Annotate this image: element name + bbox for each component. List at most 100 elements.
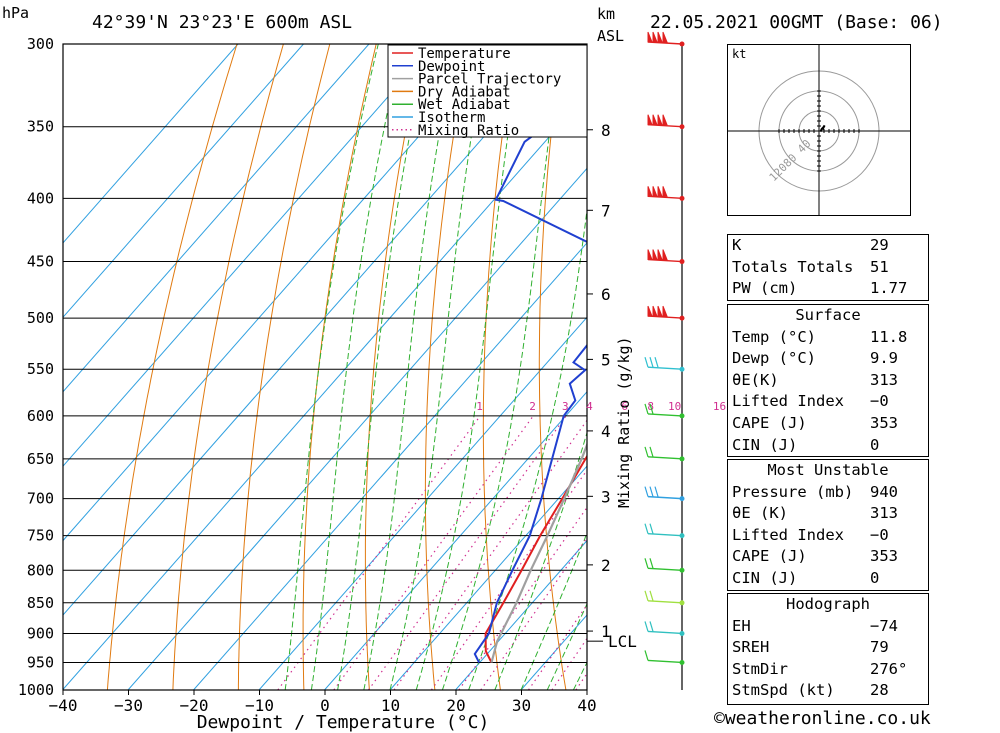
table-title: Hodograph (786, 595, 870, 613)
wind-barb (644, 621, 685, 636)
wind-barb-feather (644, 650, 649, 661)
datetime-title: 22.05.2021 00GMT (Base: 06) (650, 12, 943, 33)
row-value: 29 (870, 236, 889, 254)
table-row: K 29 (728, 235, 928, 257)
pressure-tick-label: 850 (27, 594, 54, 612)
pressure-tick-label: 550 (27, 360, 54, 378)
hodograph-ring-label: 40 (795, 137, 814, 156)
isotherm-line (63, 44, 435, 467)
table-row: Temp (°C) 11.8 (728, 327, 928, 349)
x-tick-label: −10 (245, 696, 274, 715)
row-value: 940 (870, 482, 898, 501)
indices-table: K 29 Totals Totals 51 PW (cm) 1.77 (727, 234, 929, 301)
table-row: EH −74 (728, 616, 928, 638)
isotherm-line (389, 465, 587, 690)
table-row: PW (cm) 1.77 (728, 278, 928, 300)
height-tick-label: 3 (601, 487, 611, 506)
row-value: −0 (870, 525, 889, 544)
height-tick-label: 6 (601, 285, 611, 304)
lcl-label: LCL (608, 632, 637, 651)
wind-barb-shaft (647, 567, 683, 571)
wind-barb-pennant (657, 31, 663, 43)
wind-barb-pennant (662, 249, 668, 261)
row-label: SREH (732, 638, 770, 657)
wind-barb-feather (644, 621, 649, 632)
pressure-tick-label: 400 (27, 189, 54, 207)
wind-barb-pennant (647, 114, 653, 126)
wind-barb-pennant (657, 186, 663, 197)
wind-barb (644, 446, 685, 462)
wind-barb-feather (649, 621, 654, 632)
pressure-tick-label: 700 (27, 490, 54, 508)
wind-barb-pennant (662, 114, 668, 126)
wind-barb (647, 305, 685, 321)
pressure-tick-label: 350 (27, 118, 54, 136)
table-row: SREH 79 (728, 637, 928, 659)
height-unit-km: km (597, 5, 616, 23)
axes: 1234681016202530035040045050055060065070… (18, 35, 771, 733)
wind-barb-pennant (652, 186, 658, 197)
wind-barb-pennant (652, 305, 658, 317)
row-value: 0 (870, 435, 880, 454)
legend-label: Mixing Ratio (418, 123, 519, 139)
row-label: CAPE (J) (732, 413, 807, 432)
pressure-tick-label: 300 (27, 35, 54, 53)
wet-adiabat-line (415, 44, 523, 690)
height-tick-label: 8 (601, 121, 611, 140)
row-value: 276° (870, 659, 908, 678)
table-row: CAPE (J) 353 (728, 413, 928, 435)
pressure-tick-label: 450 (27, 253, 54, 271)
location-title: 42°39'N 23°23'E 600m ASL (92, 12, 353, 33)
isotherm-line (63, 44, 370, 393)
pressure-tick-label: 750 (27, 527, 54, 545)
pressure-tick-label: 800 (27, 561, 54, 579)
row-label: CIN (J) (732, 435, 798, 454)
row-label: K (732, 236, 742, 254)
table-row: Lifted Index −0 (728, 391, 928, 413)
row-value: 79 (870, 638, 889, 657)
row-label: EH (732, 616, 751, 635)
pressure-tick-label: 500 (27, 309, 54, 327)
mixing-ratio-line (333, 415, 534, 690)
height-tick-label: 2 (601, 556, 611, 575)
x-tick-label: 30 (512, 696, 531, 715)
row-value: −0 (870, 392, 889, 411)
wind-barb-pennant (662, 305, 668, 317)
mixing-ratio-label: 2 (529, 400, 536, 413)
wind-barb-feather (654, 486, 659, 497)
wind-barb-shaft (647, 366, 683, 370)
legend-label: Isotherm (418, 110, 485, 126)
surface-table: Surface Temp (°C) 11.8 Dewp (°C) 9.9 θE(K) 313… (727, 304, 929, 458)
wind-barb-pennant (647, 249, 653, 261)
dry-adiabat-line (482, 44, 516, 690)
wind-barb-feather (649, 486, 654, 497)
wind-barb-shaft (647, 600, 683, 604)
mixing-ratio-label: 4 (586, 400, 593, 413)
table-row: Totals Totals 51 (728, 257, 928, 279)
wind-barb-feather (649, 357, 654, 368)
mixing-ratio-axis-label: Mixing Ratio (g/kg) (615, 336, 633, 508)
wind-barb-feather (644, 357, 649, 368)
wet-adiabat-line (520, 531, 587, 690)
wind-barb-shaft (647, 495, 683, 500)
row-value: 1.77 (870, 279, 908, 298)
row-value: 11.8 (870, 327, 908, 346)
x-tick-label: 40 (577, 696, 596, 715)
table-row: Dewp (°C) 9.9 (728, 348, 928, 370)
isotherm-line (63, 44, 501, 542)
row-value: 51 (870, 257, 889, 276)
mixing-ratio-line (527, 603, 587, 690)
wind-barb-shaft (647, 456, 683, 460)
series-line-temperature (484, 454, 587, 663)
mixing-ratio-label: 6 (621, 400, 628, 413)
mixing-ratio-line (480, 536, 587, 690)
x-tick-label: 0 (320, 696, 330, 715)
wind-barb-feather (644, 486, 649, 497)
legend-label: Wet Adiabat (418, 97, 511, 113)
x-tick-label: −20 (180, 696, 209, 715)
x-tick-label: −40 (49, 696, 78, 715)
mixing-ratio-line (458, 506, 587, 690)
wind-barb-shaft (647, 630, 683, 635)
legend-label: Temperature (418, 46, 511, 62)
